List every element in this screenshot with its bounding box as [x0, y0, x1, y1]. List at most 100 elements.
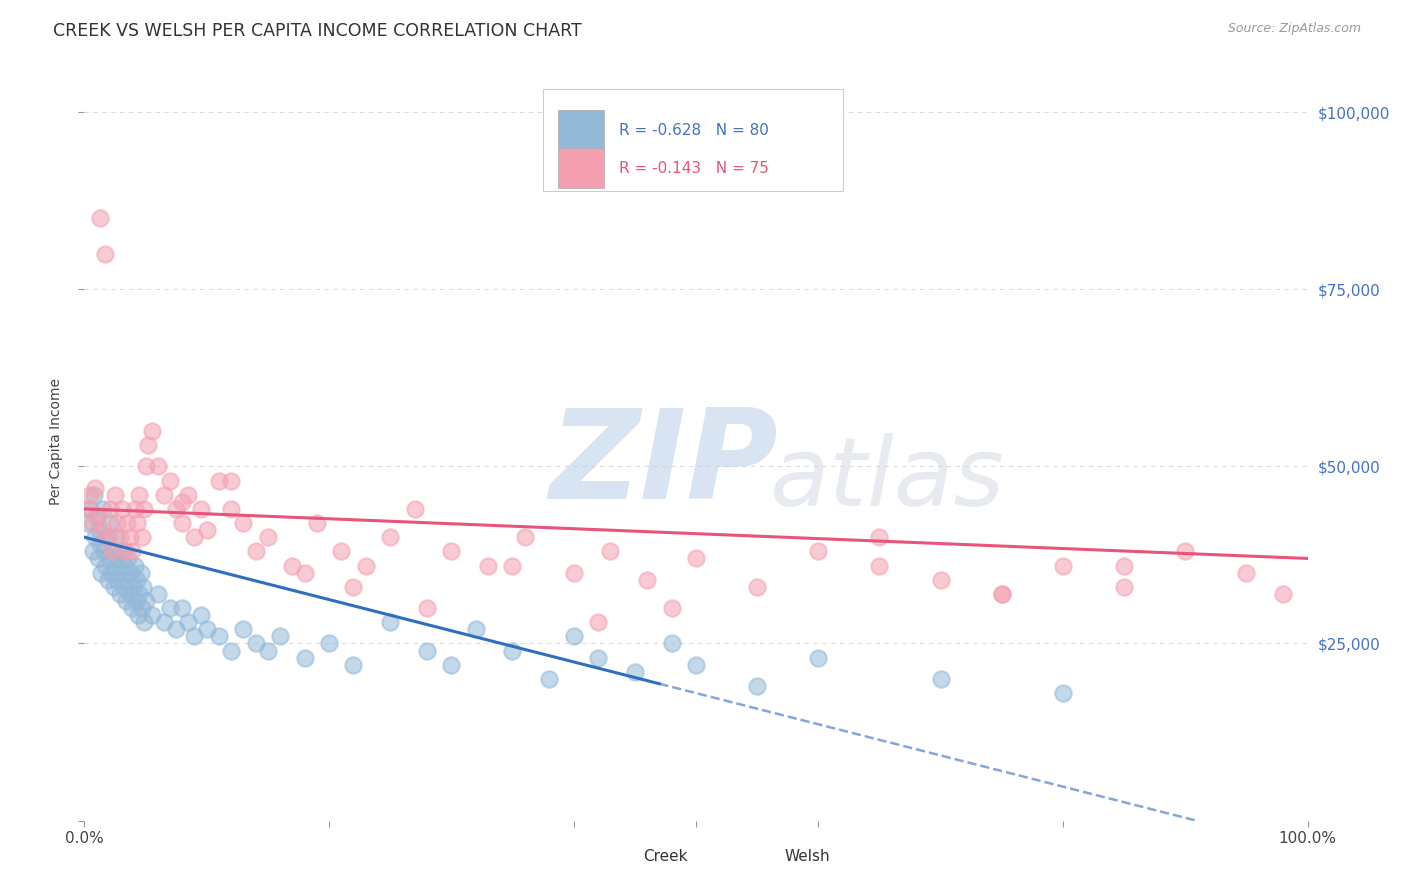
- Point: [97, 573, 120, 587]
- Point: [177, 615, 200, 630]
- Point: [91, 501, 114, 516]
- Point: [183, 530, 205, 544]
- Point: [153, 488, 176, 502]
- Point: [125, 573, 148, 587]
- Point: [562, 566, 585, 580]
- Point: [87, 523, 110, 537]
- Point: [104, 488, 127, 502]
- Point: [661, 636, 683, 650]
- Point: [128, 587, 150, 601]
- Point: [586, 615, 609, 630]
- Point: [177, 488, 200, 502]
- Point: [1052, 558, 1074, 573]
- Point: [219, 501, 242, 516]
- Point: [624, 665, 647, 679]
- Point: [114, 544, 136, 558]
- Point: [208, 474, 231, 488]
- Point: [105, 573, 128, 587]
- Point: [165, 501, 187, 516]
- Point: [132, 580, 155, 594]
- Point: [294, 566, 316, 580]
- Point: [90, 566, 112, 580]
- Point: [685, 551, 707, 566]
- Text: atlas: atlas: [769, 433, 1004, 526]
- Text: CREEK VS WELSH PER CAPITA INCOME CORRELATION CHART: CREEK VS WELSH PER CAPITA INCOME CORRELA…: [53, 22, 582, 40]
- Point: [117, 551, 139, 566]
- Point: [96, 530, 118, 544]
- Point: [330, 544, 353, 558]
- Point: [342, 657, 364, 672]
- Point: [94, 246, 117, 260]
- Point: [257, 643, 280, 657]
- Point: [89, 537, 111, 551]
- Point: [165, 623, 187, 637]
- Point: [208, 629, 231, 643]
- Point: [172, 516, 194, 530]
- Point: [105, 530, 128, 544]
- Point: [108, 530, 131, 544]
- Point: [513, 530, 536, 544]
- Point: [79, 501, 101, 516]
- Point: [122, 580, 145, 594]
- Point: [110, 566, 132, 580]
- Point: [107, 551, 129, 566]
- Point: [661, 601, 683, 615]
- Point: [118, 530, 141, 544]
- Point: [134, 615, 156, 630]
- Point: [232, 623, 254, 637]
- Point: [404, 501, 426, 516]
- Point: [89, 211, 111, 226]
- Point: [77, 516, 100, 530]
- Point: [562, 629, 585, 643]
- Point: [83, 488, 105, 502]
- Point: [114, 558, 136, 573]
- Point: [1052, 686, 1074, 700]
- Point: [101, 544, 124, 558]
- Point: [464, 623, 486, 637]
- Point: [94, 558, 117, 573]
- Point: [84, 530, 107, 544]
- Point: [98, 516, 121, 530]
- Point: [118, 587, 141, 601]
- Point: [146, 587, 169, 601]
- Point: [440, 544, 463, 558]
- Point: [257, 530, 280, 544]
- Point: [153, 615, 176, 630]
- Point: [97, 551, 120, 566]
- Point: [77, 501, 100, 516]
- Point: [342, 580, 364, 594]
- Point: [141, 608, 163, 623]
- Point: [111, 501, 134, 516]
- Point: [747, 580, 769, 594]
- FancyBboxPatch shape: [558, 111, 605, 150]
- Point: [281, 558, 304, 573]
- Point: [269, 629, 291, 643]
- Point: [136, 438, 159, 452]
- Point: [1114, 558, 1136, 573]
- Point: [929, 573, 952, 587]
- Text: Welsh: Welsh: [785, 849, 830, 863]
- Point: [305, 516, 328, 530]
- Point: [127, 608, 149, 623]
- Point: [599, 544, 621, 558]
- Point: [115, 594, 138, 608]
- Text: R = -0.143   N = 75: R = -0.143 N = 75: [619, 161, 769, 176]
- Point: [124, 501, 146, 516]
- Point: [1236, 566, 1258, 580]
- Point: [146, 459, 169, 474]
- Point: [100, 566, 122, 580]
- Point: [103, 580, 125, 594]
- Point: [135, 459, 157, 474]
- Point: [97, 530, 120, 544]
- Point: [380, 530, 402, 544]
- FancyBboxPatch shape: [733, 841, 769, 870]
- Text: ZIP: ZIP: [550, 404, 778, 524]
- Point: [108, 587, 131, 601]
- Point: [440, 657, 463, 672]
- Text: R = -0.628   N = 80: R = -0.628 N = 80: [619, 123, 769, 138]
- Point: [245, 636, 267, 650]
- Point: [807, 650, 830, 665]
- Point: [416, 601, 439, 615]
- Point: [129, 566, 152, 580]
- Point: [172, 601, 194, 615]
